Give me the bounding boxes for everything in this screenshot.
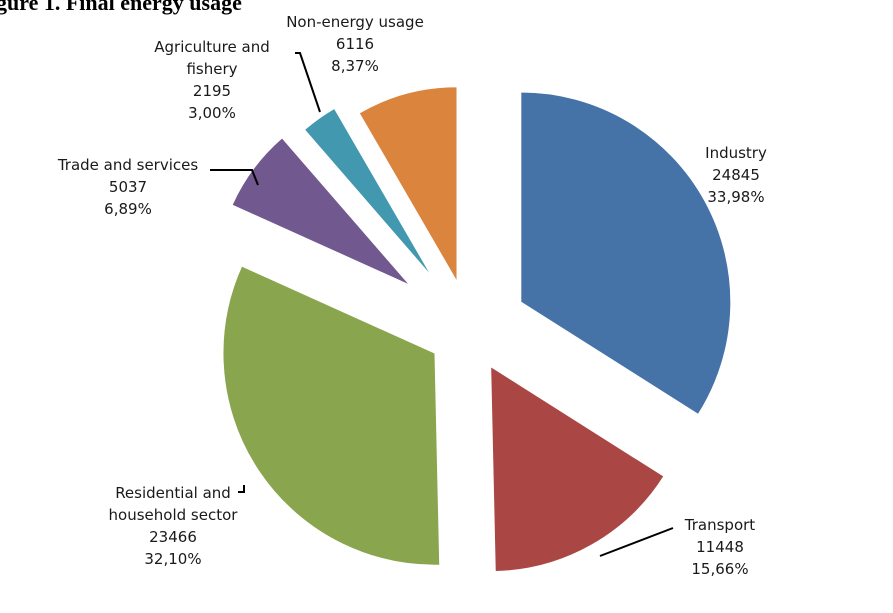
slice-labels: Industry 24845 33,98% Transport 11448 15,66% R… [57,13,767,578]
data-label: Non-energy usage 6116 8,37% [286,13,424,75]
pie-slice-residential-and-household-sector [222,265,441,566]
data-label: Trade and services 5037 6,89% [57,156,199,218]
leader-line [238,485,245,493]
data-label: Agriculture and fishery 2195 3,00% [154,38,269,122]
leader-line [599,527,674,557]
pie-slice-industry [520,91,732,416]
pie-slice-agriculture-and-fishery [303,107,433,278]
pie-slice-transport [490,365,665,573]
data-label: Residential and household sector 23466 32,1… [109,484,239,568]
pie-slice-trade-and-services [231,137,411,286]
data-label: Industry 24845 33,98% [705,144,767,206]
pie-slices [222,86,732,573]
chart-title: gure 1. Final energy usage [0,0,242,15]
pie-slice-non-energy-usage [358,86,458,284]
leader-line [295,52,321,113]
leader-lines [210,52,674,557]
leader-line [210,169,259,186]
data-label: Transport 11448 15,66% [684,516,756,578]
